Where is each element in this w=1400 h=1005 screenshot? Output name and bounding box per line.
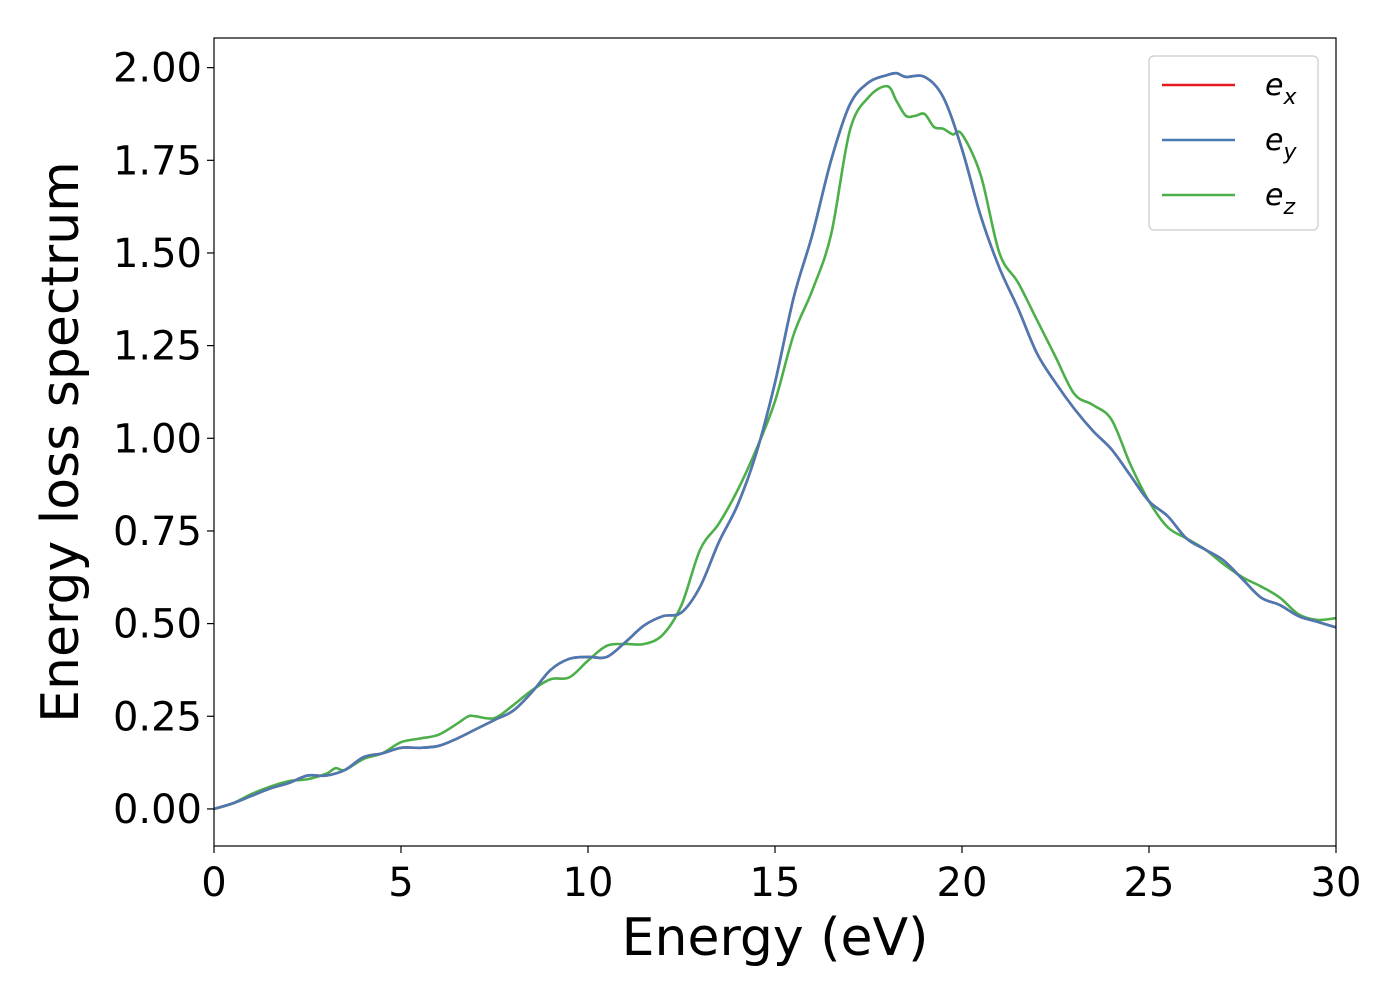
- ticks-layer: 0 5 10 15 20 25 30 0.00 0.25 0.50 0.75 1.00 1.25 1.50…: [113, 46, 1362, 906]
- y-tick-label: 2.00: [113, 46, 202, 92]
- y-tick-label: 0.25: [113, 694, 202, 740]
- x-tick-label: 15: [750, 860, 801, 906]
- series-line-e-y: [214, 71, 1336, 811]
- series-line-e-z: [214, 84, 1336, 811]
- x-tick-label: 30: [1311, 860, 1362, 906]
- x-axis-title: Energy (eV): [622, 908, 929, 968]
- y-tick-label: 1.50: [113, 231, 202, 277]
- legend-label-y: ey: [1265, 123, 1297, 165]
- x-tick-label: 20: [937, 860, 988, 906]
- y-axis-title: Energy loss spectrum: [31, 161, 91, 723]
- x-tick-label: 0: [201, 860, 226, 906]
- y-tick-label: 0.00: [113, 787, 202, 833]
- x-tick-label: 10: [563, 860, 614, 906]
- y-tick-label: 1.00: [113, 416, 202, 462]
- series-layer: [214, 71, 1336, 811]
- x-tick-label: 5: [388, 860, 413, 906]
- y-tick-label: 1.75: [113, 138, 202, 184]
- legend-box: [1148, 55, 1319, 231]
- y-tick-label: 1.25: [113, 324, 202, 370]
- x-tick-label: 25: [1124, 860, 1175, 906]
- y-tick-label: 0.75: [113, 509, 202, 555]
- y-tick-label: 0.50: [113, 602, 202, 648]
- legend: ex ey ez: [1148, 55, 1319, 231]
- legend-label-x: ex: [1265, 68, 1297, 110]
- legend-label-z: ez: [1265, 178, 1295, 220]
